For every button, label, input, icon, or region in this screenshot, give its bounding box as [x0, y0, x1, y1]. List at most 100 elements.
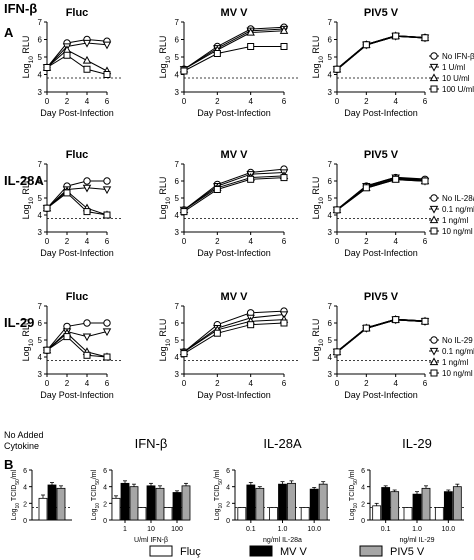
bar-panel-3-ylabel-part: 50	[353, 479, 359, 485]
line-panel-1-2-legend-marker	[429, 215, 439, 224]
line-panel-2-1-series-3-point	[280, 319, 288, 327]
line-panel-1-0-series-3-line	[46, 192, 108, 216]
bar-panel-3-y-tick-label: 4	[361, 485, 365, 492]
line-panel-1-1-series-3-line	[183, 177, 285, 213]
bar-panel-1-ylabel-part: 10	[95, 503, 101, 509]
line-panel-1-0-ylabel-part: Log	[21, 204, 31, 219]
line-panel-2-1-y-tick-label: 4	[175, 353, 180, 362]
line-panel-0-2-x-tick-label: 2	[364, 97, 369, 106]
line-panel-1-1-x-tick-label: 2	[215, 237, 220, 246]
bar-panel-1-bar-2-2	[181, 485, 191, 521]
bar-panel-3-xlabel: ng/ml IL-29	[399, 537, 434, 544]
bar-panel-2-bar-1-2	[287, 482, 296, 521]
line-panel-0-0-xlabel: Day Post-Infection	[40, 108, 114, 118]
line-panel-0-0-y-tick-label: 5	[38, 53, 43, 62]
line-panel-2-2-y-tick-label: 5	[328, 336, 333, 345]
line-panel-1-2-y-tick-label: 4	[328, 211, 333, 220]
line-panel-2-2-x-tick-label: 2	[364, 379, 369, 388]
line-panel-2-2-legend-label: No IL-29	[442, 336, 473, 345]
line-panel-1-0-series-3-point	[103, 211, 111, 219]
bar-panel-1-y-tick-label: 6	[103, 468, 107, 475]
bar-panel-3-bar-2-0	[434, 507, 444, 521]
bar-panel-0-y-tick-label: 4	[23, 485, 27, 492]
line-panel-0-1-series-2-point	[246, 27, 255, 36]
line-panel-2-2-series-3-point	[392, 316, 400, 324]
bar-panel-2-ylabel: Log10 TCID50/ml	[214, 469, 224, 520]
line-panel-0-0-series-1-line	[46, 42, 108, 68]
line-panel-1-1-title: MV V	[221, 149, 249, 161]
line-panel-2-0-ylabel-part: RLU	[21, 319, 31, 340]
line-panel-0-2-y-tick-label: 3	[328, 88, 333, 97]
line-panel-0-1-series-2-line	[183, 30, 285, 70]
line-panel-1-2-legend-marker	[430, 194, 438, 202]
line-panel-1-1-ylabel-part: RLU	[158, 177, 168, 198]
line-panel-1-2-x-tick-label: 6	[423, 237, 428, 246]
line-panel-0-1-x-tick-label: 6	[282, 97, 287, 106]
line-panel-2-2-ylabel-part: RLU	[311, 319, 321, 340]
line-panel-0-0-x-tick-label: 0	[45, 97, 50, 106]
bar-panel-2-x-tick-label: 10.0	[307, 526, 321, 533]
bar-panel-3-ylabel-part: /ml	[349, 469, 356, 479]
bar-panel-1-ylabel: Log10 TCID50/ml	[91, 469, 101, 520]
line-panel-0-2-legend-label: 1 U/ml	[442, 63, 465, 72]
line-panel-2-2-series-3-line	[336, 318, 426, 353]
line-panel-2-0-title: Fluc	[66, 291, 89, 303]
line-panel-2-1-series-1-line	[183, 314, 285, 353]
line-panel-0-2-ylabel: Log10 RLU	[311, 36, 325, 79]
bar-panel-1-x-tick-label: 100	[171, 526, 183, 533]
line-panel-1-1-y-tick-label: 4	[175, 211, 180, 220]
line-panel-0-1-series-2-point	[279, 26, 289, 34]
line-panel-2-0-x-tick-label: 0	[45, 379, 50, 388]
line-panel-1-2-series-3-line	[336, 178, 426, 211]
line-panel-0-2-xlabel: Day Post-Infection	[344, 108, 418, 118]
line-panel-0-0-series-0-line	[46, 38, 108, 68]
bar-panel-3-y-tick-label: 6	[361, 468, 365, 475]
line-panel-0-2-legend-marker	[429, 63, 439, 72]
line-panel-2-1-series-3-point	[247, 321, 255, 329]
line-panel-0-2-legend-marker	[430, 85, 438, 93]
line-panel-1-1-y-tick-label: 7	[175, 160, 180, 169]
line-panel-1-0-y-tick-label: 5	[38, 194, 43, 203]
line-panel-0-2-legend-label: 10 U/ml	[442, 74, 470, 83]
line-panel-2-1-series-3-point	[213, 329, 221, 337]
line-panel-2-2-ylabel: Log10 RLU	[311, 319, 325, 362]
line-panel-0-0-y-tick-label: 7	[38, 18, 43, 27]
line-panel-1-0-series-3-point	[83, 208, 91, 216]
line-panel-1-0-y-tick-label: 6	[38, 177, 43, 186]
line-panel-1-0-series-1-point	[102, 186, 112, 195]
bar-panel-0-ylabel: Log10 TCID50/ml	[11, 469, 21, 520]
line-panel-0-0-title: Fluc	[66, 7, 89, 19]
line-panel-0-1-y-tick-label: 5	[175, 53, 180, 62]
line-panel-2-2-series-3-point	[333, 348, 341, 356]
bar-panel-2-bar-2-1	[309, 488, 319, 521]
line-panel-2-2-legend-marker	[430, 369, 438, 377]
line-panel-2-1-y-tick-label: 3	[175, 370, 180, 379]
line-panel-2-0-series-0-line	[46, 322, 107, 351]
bar-panel-0-ylabel-part: /ml	[11, 469, 18, 479]
line-panel-2-1-series-0-line	[183, 310, 285, 353]
bar-panel-1-bar-1-2	[155, 487, 165, 521]
bar-panel-2-title: IL-28A	[263, 436, 302, 451]
bar-panel-1-bar-0-2	[129, 486, 139, 521]
line-panel-2-2-legend-marker	[429, 347, 439, 356]
line-panel-2-0-series-3-point	[63, 333, 71, 341]
line-panel-1-0-x-tick-label: 4	[85, 237, 90, 246]
line-panel-1-0-x-tick-label: 0	[45, 237, 50, 246]
line-panel-0-2-x-tick-label: 4	[393, 97, 398, 106]
bar-panel-1-xlabel: U/ml IFN-β	[134, 537, 168, 544]
bar-panel-2-ylabel-part: TCID	[214, 485, 221, 503]
line-panel-2-0-series-0-point	[83, 319, 91, 327]
bar-panel-1-bar-0-0	[111, 497, 121, 521]
bar-panel-2-ylabel-part: 10	[218, 503, 224, 509]
bar-legend-swatch-1	[249, 545, 273, 557]
line-panel-1-2-legend-label: No IL-28a	[442, 194, 474, 203]
line-panel-0-2-y-tick-label: 5	[328, 53, 333, 62]
bar-panel-3-bar-1-0	[403, 507, 413, 521]
panel-label-b: B	[4, 457, 13, 472]
line-panel-1-1-ylabel-part: Log	[158, 204, 168, 219]
line-panel-0-0-ylabel-part: Log	[21, 63, 31, 78]
line-panel-0-1-series-3-point	[247, 43, 255, 50]
line-panel-0-2-ylabel-part: Log	[311, 63, 321, 78]
line-panel-0-0-series-3-point	[43, 64, 51, 71]
line-panel-2-0-series-1-point	[102, 328, 112, 337]
